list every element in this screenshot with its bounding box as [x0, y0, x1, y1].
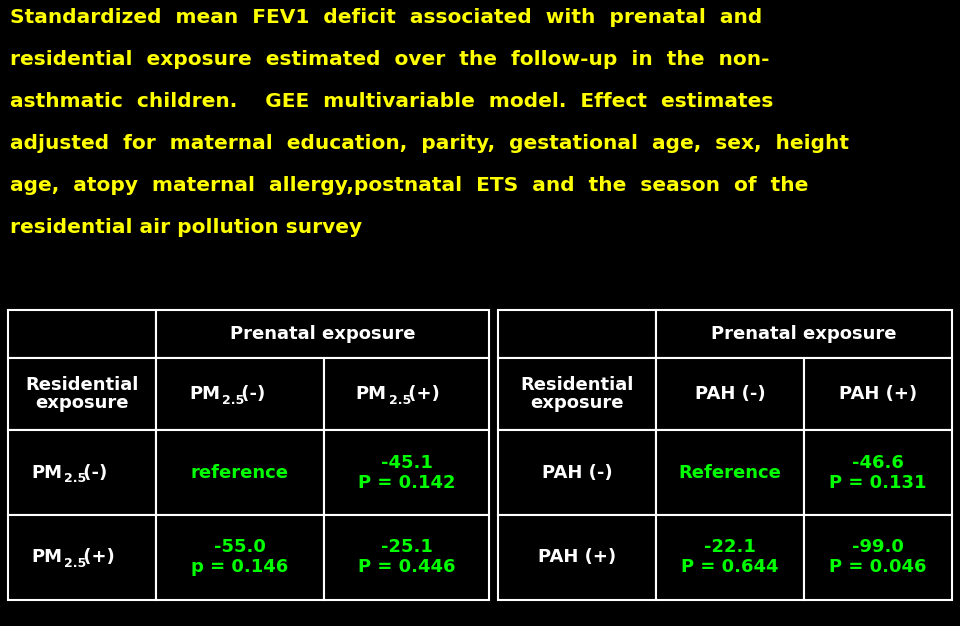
Text: P = 0.131: P = 0.131 [829, 473, 926, 491]
Text: adjusted  for  maternal  education,  parity,  gestational  age,  sex,  height: adjusted for maternal education, parity,… [10, 134, 849, 153]
Text: residential air pollution survey: residential air pollution survey [10, 218, 362, 237]
Bar [324, 358, 489, 430]
Text: P = 0.446: P = 0.446 [358, 558, 455, 577]
Bar [656, 515, 804, 600]
Text: PAH (-): PAH (-) [541, 463, 612, 481]
Bar [804, 358, 952, 430]
Text: PAH (-): PAH (-) [695, 385, 765, 403]
Text: PM: PM [355, 385, 387, 403]
Text: p = 0.146: p = 0.146 [191, 558, 289, 577]
Bar [8, 310, 156, 358]
Text: 2.5: 2.5 [222, 394, 244, 406]
Text: -22.1: -22.1 [704, 538, 756, 557]
Text: (+): (+) [401, 385, 440, 403]
Bar [804, 430, 952, 515]
Text: age,  atopy  maternal  allergy,postnatal  ETS  and  the  season  of  the: age, atopy maternal allergy,postnatal ET… [10, 176, 808, 195]
Text: P = 0.644: P = 0.644 [682, 558, 779, 577]
Text: PM: PM [189, 385, 220, 403]
Text: asthmatic  children.    GEE  multivariable  model.  Effect  estimates: asthmatic children. GEE multivariable mo… [10, 92, 774, 111]
Text: PAH (+): PAH (+) [538, 548, 616, 567]
Bar [324, 515, 489, 600]
Text: (-): (-) [235, 385, 265, 403]
Bar [656, 358, 804, 430]
Bar [156, 515, 324, 600]
Text: -45.1: -45.1 [380, 453, 432, 471]
Bar [498, 358, 656, 430]
Text: -25.1: -25.1 [380, 538, 432, 557]
Text: Reference: Reference [679, 463, 781, 481]
Bar [498, 310, 656, 358]
Text: P = 0.046: P = 0.046 [829, 558, 926, 577]
Text: -99.0: -99.0 [852, 538, 904, 557]
Bar [8, 515, 156, 600]
Text: (-): (-) [77, 463, 108, 481]
Bar [498, 430, 656, 515]
Text: P = 0.142: P = 0.142 [358, 473, 455, 491]
Text: Prenatal exposure: Prenatal exposure [711, 325, 897, 343]
Text: 2.5: 2.5 [64, 557, 86, 570]
Text: reference: reference [191, 463, 289, 481]
Text: -55.0: -55.0 [214, 538, 266, 557]
Bar [324, 430, 489, 515]
Text: Residential: Residential [520, 376, 634, 394]
Bar [8, 358, 156, 430]
Text: Prenatal exposure: Prenatal exposure [229, 325, 416, 343]
Text: residential  exposure  estimated  over  the  follow-up  in  the  non-: residential exposure estimated over the … [10, 50, 770, 69]
Text: -46.6: -46.6 [852, 453, 904, 471]
Text: PM: PM [31, 548, 62, 567]
Text: 2.5: 2.5 [389, 394, 411, 406]
Bar [156, 310, 489, 358]
Bar [8, 430, 156, 515]
Text: exposure: exposure [530, 394, 624, 412]
Bar [656, 310, 952, 358]
Text: Standardized  mean  FEV1  deficit  associated  with  prenatal  and: Standardized mean FEV1 deficit associate… [10, 8, 762, 27]
Text: exposure: exposure [36, 394, 129, 412]
Text: Residential: Residential [25, 376, 138, 394]
Bar [498, 515, 656, 600]
Text: PAH (+): PAH (+) [839, 385, 917, 403]
Text: PM: PM [31, 463, 62, 481]
Bar [156, 358, 324, 430]
Bar [656, 430, 804, 515]
Bar [156, 430, 324, 515]
Text: 2.5: 2.5 [64, 472, 86, 485]
Text: (+): (+) [77, 548, 115, 567]
Bar [804, 515, 952, 600]
